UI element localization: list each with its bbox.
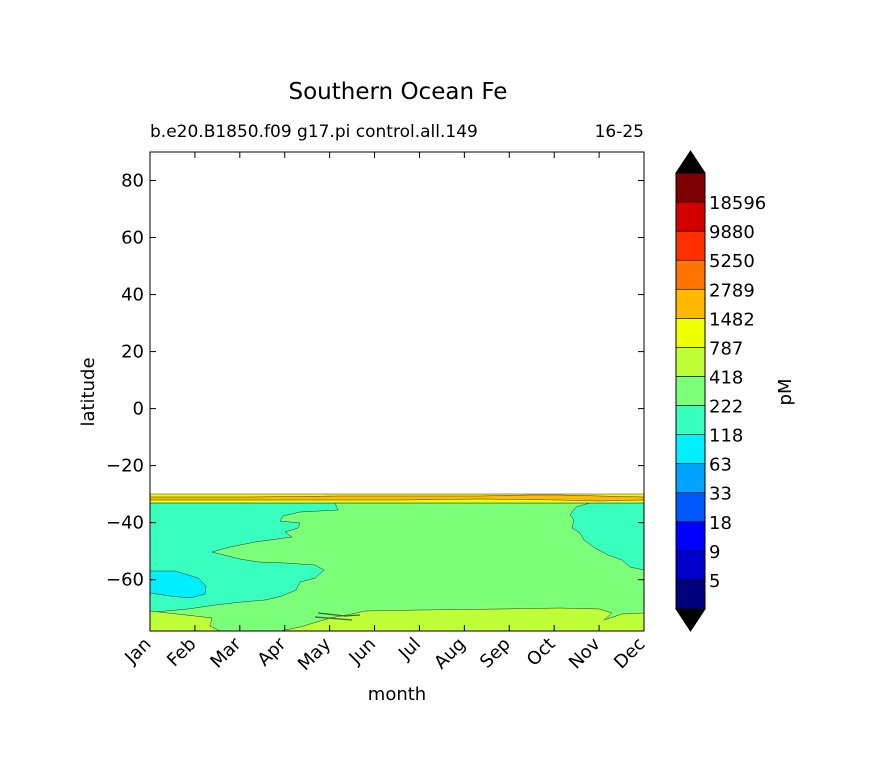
x-tick-label: Oct — [523, 634, 560, 671]
colorbar-tick-label: 222 — [709, 397, 743, 418]
x-tick-label: Jul — [394, 634, 425, 665]
colorbar-segment — [675, 579, 706, 610]
colorbar-tick-label: 33 — [709, 484, 732, 505]
chart-subtitle-left: b.e20.B1850.f09 g17.pi control.all.149 — [150, 122, 478, 142]
x-axis-label: month — [368, 684, 426, 705]
y-tick-label: 40 — [121, 285, 144, 306]
y-tick-label: 60 — [121, 228, 144, 249]
colorbar-label: pM — [775, 379, 796, 406]
colorbar-tick-label: 9880 — [709, 222, 755, 243]
x-tick-label: Mar — [206, 633, 245, 672]
x-tick-label: Apr — [253, 633, 290, 670]
colorbar-segment — [675, 550, 706, 581]
colorbar-segment — [675, 347, 706, 377]
colorbar-frame — [675, 172, 706, 610]
colorbar-segment — [675, 288, 706, 319]
y-tick-label: −40 — [106, 513, 144, 534]
y-tick-label: 80 — [121, 171, 144, 192]
colorbar-tick-label: 787 — [709, 338, 743, 359]
x-tick-label: Aug — [430, 634, 470, 674]
colorbar-tick-label: 2789 — [709, 280, 755, 301]
chart-title: Southern Ocean Fe — [289, 79, 508, 105]
y-tick-label: 20 — [121, 342, 144, 363]
colorbar-tick-label: 9 — [709, 542, 720, 563]
colorbar-tick-label: 5 — [709, 571, 720, 592]
x-tick-label: Jan — [120, 634, 155, 669]
colorbar-segment — [675, 521, 706, 552]
band-63-118 — [150, 570, 207, 599]
colorbar-extend-min — [675, 608, 706, 632]
colorbar-segment — [675, 201, 706, 232]
colorbar-segment — [675, 463, 706, 494]
colorbar-tick-label: 63 — [709, 455, 732, 476]
y-tick-label: 0 — [133, 399, 144, 420]
band-1482-2789 — [150, 494, 644, 502]
x-tick-label: Feb — [163, 634, 200, 671]
colorbar-segment — [675, 318, 706, 348]
colorbar-tick-label: 118 — [709, 426, 743, 447]
y-axis-ticks: 80 60 40 20 0 −20 −40 −60 — [106, 171, 644, 591]
colorbar-tick-label: 418 — [709, 367, 743, 388]
colorbar-segment — [675, 172, 706, 203]
band-418-787 — [150, 607, 644, 631]
colorbar-tick-label: 18 — [709, 513, 732, 534]
colorbar-tick-label: 18596 — [709, 193, 766, 214]
colorbar-extend-max — [675, 150, 706, 174]
contour-field — [150, 493, 644, 631]
x-tick-label: May — [294, 633, 335, 674]
colorbar-segment — [675, 230, 706, 261]
colorbar-tick-label: 1482 — [709, 309, 755, 330]
axes-frame — [149, 151, 645, 632]
colorbar-segment — [675, 259, 706, 290]
y-tick-label: −60 — [106, 570, 144, 591]
colorbar-tick-label: 5250 — [709, 251, 755, 272]
colorbar-segment — [675, 434, 706, 464]
colorbar-segment — [675, 405, 706, 435]
colorbar-segment — [675, 376, 706, 406]
chart-subtitle-right: 16-25 — [595, 122, 644, 142]
x-tick-label: Nov — [565, 633, 605, 673]
colorbar: 5 9 18 33 63 118 222 418 787 1482 2789 5250 9880 1859… — [675, 150, 766, 632]
x-tick-label: Jun — [345, 634, 380, 669]
y-tick-label: −20 — [106, 456, 144, 477]
band-118-222-east — [569, 502, 644, 571]
colorbar-segment — [675, 492, 706, 523]
streak — [314, 612, 361, 621]
y-axis-label: latitude — [78, 357, 99, 426]
x-tick-label: Dec — [610, 634, 649, 673]
x-tick-label: Sep — [476, 634, 515, 673]
